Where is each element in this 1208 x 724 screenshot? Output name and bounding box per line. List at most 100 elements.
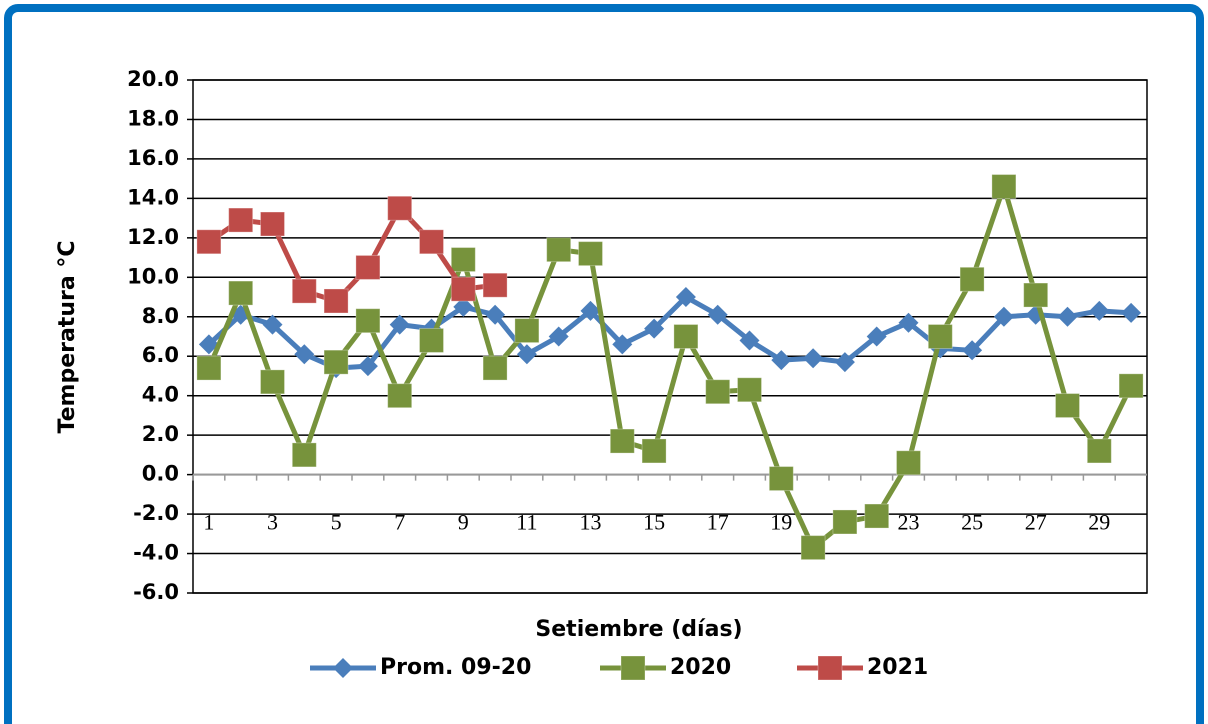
x-tick-label: 7	[394, 510, 405, 535]
data-point	[993, 306, 1014, 327]
data-point	[355, 308, 381, 334]
data-point	[387, 383, 413, 409]
data-point	[864, 503, 890, 529]
y-tick-label: 16.0	[127, 146, 179, 170]
data-point	[419, 229, 444, 255]
x-tick-label: 27	[1025, 510, 1047, 535]
x-tick-label: 3	[267, 510, 278, 535]
data-point	[896, 450, 921, 476]
x-tick-label: 23	[898, 510, 920, 535]
data-point	[1057, 306, 1078, 327]
y-tick-label: -6.0	[133, 580, 179, 604]
data-point	[832, 509, 858, 535]
x-tick-label: 15	[643, 510, 665, 535]
data-point	[260, 211, 285, 237]
data-point	[580, 300, 601, 321]
data-point	[644, 318, 665, 339]
y-axis-title: Temperatura °C	[55, 241, 80, 434]
series-line	[207, 205, 496, 304]
x-tick-label: 9	[458, 510, 469, 535]
data-point	[355, 254, 381, 280]
data-point	[1121, 302, 1142, 323]
y-tick-label: 12.0	[127, 225, 179, 249]
data-point	[991, 174, 1017, 200]
data-point	[834, 352, 855, 373]
x-axis-title: Setiembre (días)	[535, 617, 742, 642]
data-point	[294, 344, 315, 365]
y-tick-label: -2.0	[133, 501, 179, 525]
data-point	[1089, 300, 1110, 321]
y-tick-label: 20.0	[127, 67, 179, 91]
y-tick-label: 4.0	[142, 383, 179, 407]
data-point	[196, 229, 222, 255]
data-point	[959, 266, 985, 292]
data-point	[228, 207, 254, 233]
y-tick-label: 2.0	[142, 422, 179, 446]
data-point	[419, 327, 444, 353]
x-tick-label: 19	[770, 510, 792, 535]
data-point	[803, 348, 824, 369]
data-point	[389, 314, 410, 335]
data-point	[450, 276, 476, 302]
data-point	[516, 344, 537, 365]
data-point	[768, 466, 794, 492]
data-point	[866, 326, 887, 347]
data-point	[323, 288, 349, 314]
data-point	[1086, 438, 1112, 464]
y-tick-label: -4.0	[133, 541, 179, 565]
data-point	[800, 535, 826, 561]
x-tick-label: 17	[707, 510, 729, 535]
data-point	[739, 330, 760, 351]
x-tick-label: 29	[1088, 510, 1110, 535]
data-point	[228, 280, 254, 306]
data-point	[485, 304, 506, 325]
data-point	[323, 349, 349, 375]
x-tick-label: 11	[516, 510, 537, 535]
data-point	[737, 377, 762, 403]
x-tick-label: 25	[961, 510, 983, 535]
data-point	[612, 334, 633, 355]
y-tick-label: 0.0	[142, 462, 179, 486]
data-point	[609, 428, 635, 454]
y-tick-label: 6.0	[142, 343, 179, 367]
x-tick-label: 5	[331, 510, 342, 535]
y-tick-label: 18.0	[127, 106, 179, 130]
legend-marker	[620, 655, 646, 681]
data-point	[962, 340, 983, 361]
data-point	[898, 312, 919, 333]
data-point	[641, 438, 667, 464]
data-point	[198, 334, 219, 355]
data-point	[673, 324, 699, 349]
legend-label: 2021	[867, 655, 928, 680]
legend-label: Prom. 09-20	[380, 655, 531, 680]
data-point	[453, 296, 474, 317]
y-tick-label: 8.0	[142, 304, 179, 328]
data-point	[707, 304, 728, 325]
data-point	[548, 326, 569, 347]
data-point	[357, 356, 378, 377]
data-point	[450, 247, 476, 273]
data-point	[291, 278, 317, 304]
data-point	[482, 355, 508, 381]
legend-label: 2020	[670, 655, 731, 680]
data-point	[260, 369, 285, 395]
data-point	[1118, 373, 1144, 399]
data-point	[705, 379, 731, 405]
data-point	[1023, 282, 1049, 308]
data-point	[771, 350, 792, 371]
legend-marker	[333, 658, 353, 678]
x-tick-label: 1	[203, 510, 214, 535]
x-tick-label: 13	[580, 510, 602, 535]
data-point	[675, 287, 696, 308]
legend-marker	[817, 655, 843, 681]
data-point	[927, 324, 953, 349]
data-point	[514, 318, 540, 344]
data-point	[482, 272, 508, 298]
data-point	[291, 442, 317, 468]
data-point	[546, 237, 572, 263]
data-point	[262, 314, 283, 335]
y-tick-label: 14.0	[127, 185, 179, 209]
data-point	[387, 195, 413, 221]
